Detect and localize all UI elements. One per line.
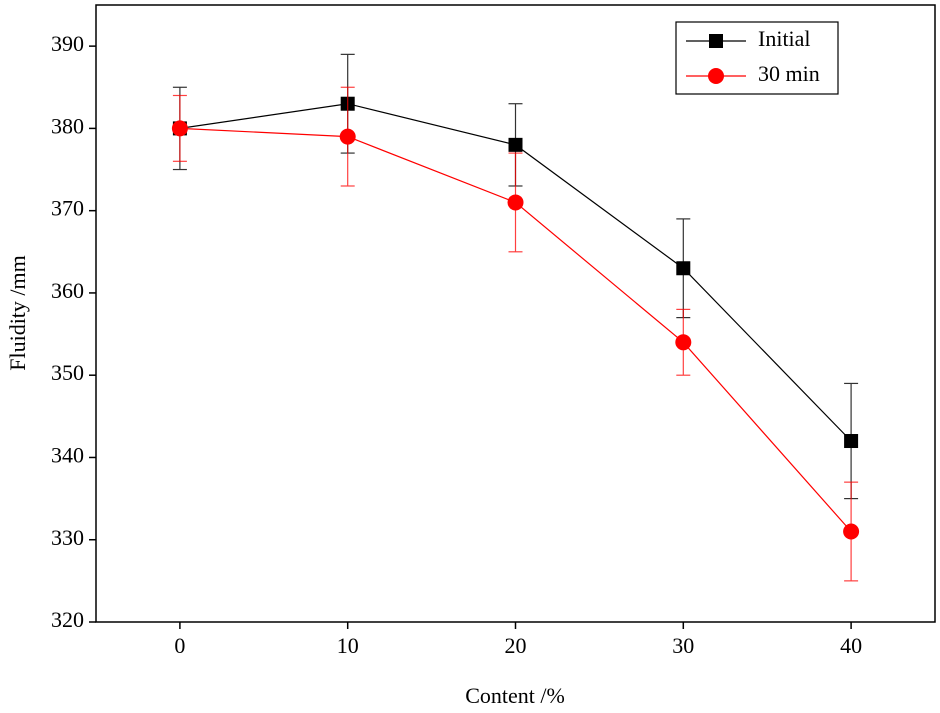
legend-box bbox=[675, 21, 839, 95]
legend-marker bbox=[708, 68, 724, 84]
marker bbox=[508, 137, 523, 152]
y-tick-label: 380 bbox=[51, 113, 84, 138]
legend-label: Initial bbox=[758, 26, 811, 51]
x-tick-label: 40 bbox=[840, 633, 862, 658]
y-tick-label: 320 bbox=[51, 607, 84, 632]
x-tick-label: 20 bbox=[505, 633, 527, 658]
legend-label: 30 min bbox=[758, 61, 820, 86]
y-axis-title: Fluidity /mm bbox=[5, 255, 30, 371]
marker bbox=[675, 334, 692, 351]
y-tick-label: 330 bbox=[51, 525, 84, 550]
y-tick-label: 370 bbox=[51, 196, 84, 221]
marker bbox=[507, 194, 524, 211]
plot-frame bbox=[95, 4, 936, 623]
y-tick-label: 390 bbox=[51, 31, 84, 56]
marker bbox=[676, 261, 691, 276]
marker bbox=[339, 128, 356, 145]
marker bbox=[844, 434, 859, 449]
y-tick-label: 350 bbox=[51, 360, 84, 385]
y-tick-label: 360 bbox=[51, 278, 84, 303]
x-axis-title: Content /% bbox=[465, 683, 565, 708]
legend-marker bbox=[709, 34, 723, 48]
y-tick-label: 340 bbox=[51, 443, 84, 468]
x-tick-label: 0 bbox=[174, 633, 185, 658]
x-tick-label: 30 bbox=[672, 633, 694, 658]
marker bbox=[843, 523, 860, 540]
marker bbox=[171, 120, 188, 137]
x-tick-label: 10 bbox=[337, 633, 359, 658]
